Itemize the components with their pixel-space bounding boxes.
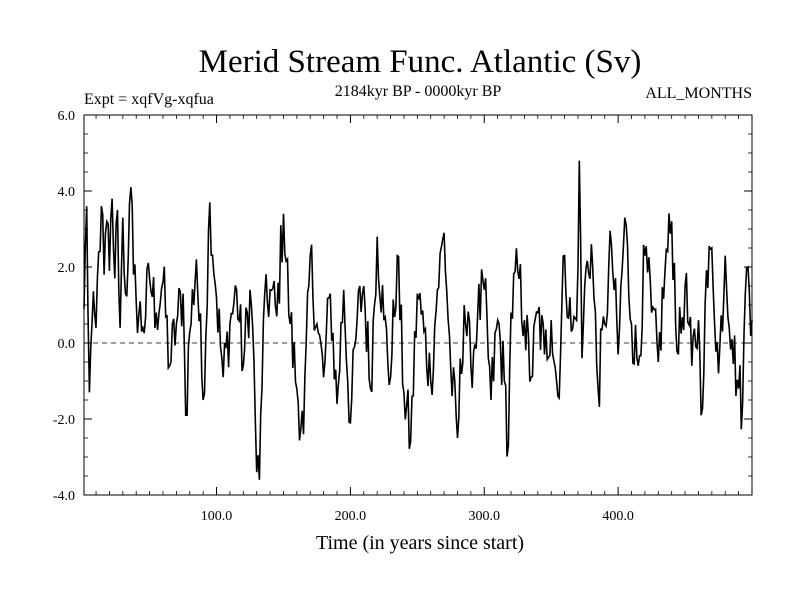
y-tick-label: -2.0 [53,413,75,428]
y-tick-label: 0.0 [58,337,76,352]
x-tick-label: 200.0 [335,509,367,524]
x-axis: 100.0 200.0 300.0 400.0 [201,115,634,524]
months-label: ALL_MONTHS [645,85,752,102]
experiment-label: Expt = xqfVg-xqfua [84,91,214,108]
chart-title: Merid Stream Func. Atlantic (Sv) [199,44,642,80]
y-tick-label: 2.0 [58,261,76,276]
time-range-label: 2184kyr BP - 0000kyr BP [335,83,502,100]
series-line [83,160,753,480]
x-axis-label: Time (in years since start) [316,532,524,554]
y-tick-label: 4.0 [58,185,76,200]
y-tick-label: 6.0 [58,109,76,124]
y-tick-label: -4.0 [53,489,75,504]
x-tick-label: 400.0 [602,509,634,524]
x-tick-label: 300.0 [469,509,501,524]
minor-ticks [84,115,752,495]
x-tick-label: 100.0 [201,509,233,524]
y-axis: -4.0 -2.0 0.0 2.0 4.0 6.0 [53,109,752,504]
